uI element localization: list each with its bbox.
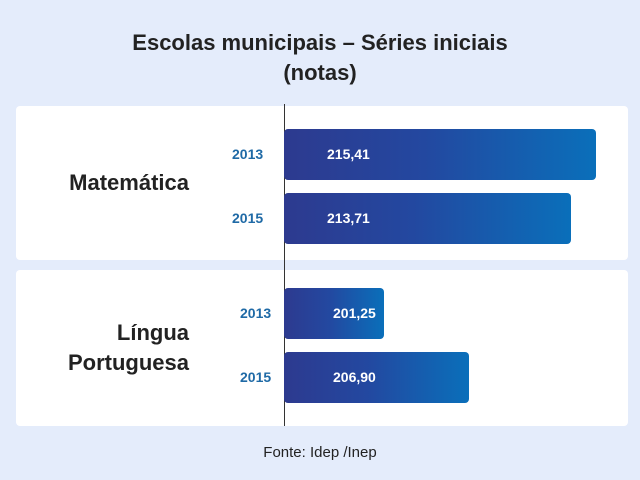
chart-title: Escolas municipais – Séries iniciais (no… <box>0 28 640 88</box>
group-label-1: Língua Portuguesa <box>68 318 189 378</box>
bar-value-label: 215,41 <box>327 146 370 162</box>
bar-value-label: 201,25 <box>333 305 376 321</box>
bar-value-label: 206,90 <box>333 369 376 385</box>
chart-title-line-2: (notas) <box>283 60 357 85</box>
group-label-line: Matemática <box>69 170 189 195</box>
year-label: 2013 <box>232 146 264 162</box>
year-label: 2013 <box>240 305 272 321</box>
group-label-line: Língua <box>116 320 189 345</box>
bar-1-2013 <box>284 288 384 339</box>
group-label-line: Portuguesa <box>67 350 189 375</box>
bar-0-2015 <box>284 193 571 244</box>
year-label: 2015 <box>232 210 264 226</box>
source-note: Fonte: Idep /Inep <box>263 444 377 461</box>
bar-0-2013 <box>284 129 596 180</box>
group-label-0: Matemática <box>69 168 189 198</box>
bar-1-2015 <box>284 352 469 403</box>
chart-title-line-1: Escolas municipais – Séries iniciais <box>132 30 508 55</box>
year-label: 2015 <box>240 369 272 385</box>
category-axis-line <box>284 104 285 426</box>
bar-value-label: 213,71 <box>327 210 370 226</box>
